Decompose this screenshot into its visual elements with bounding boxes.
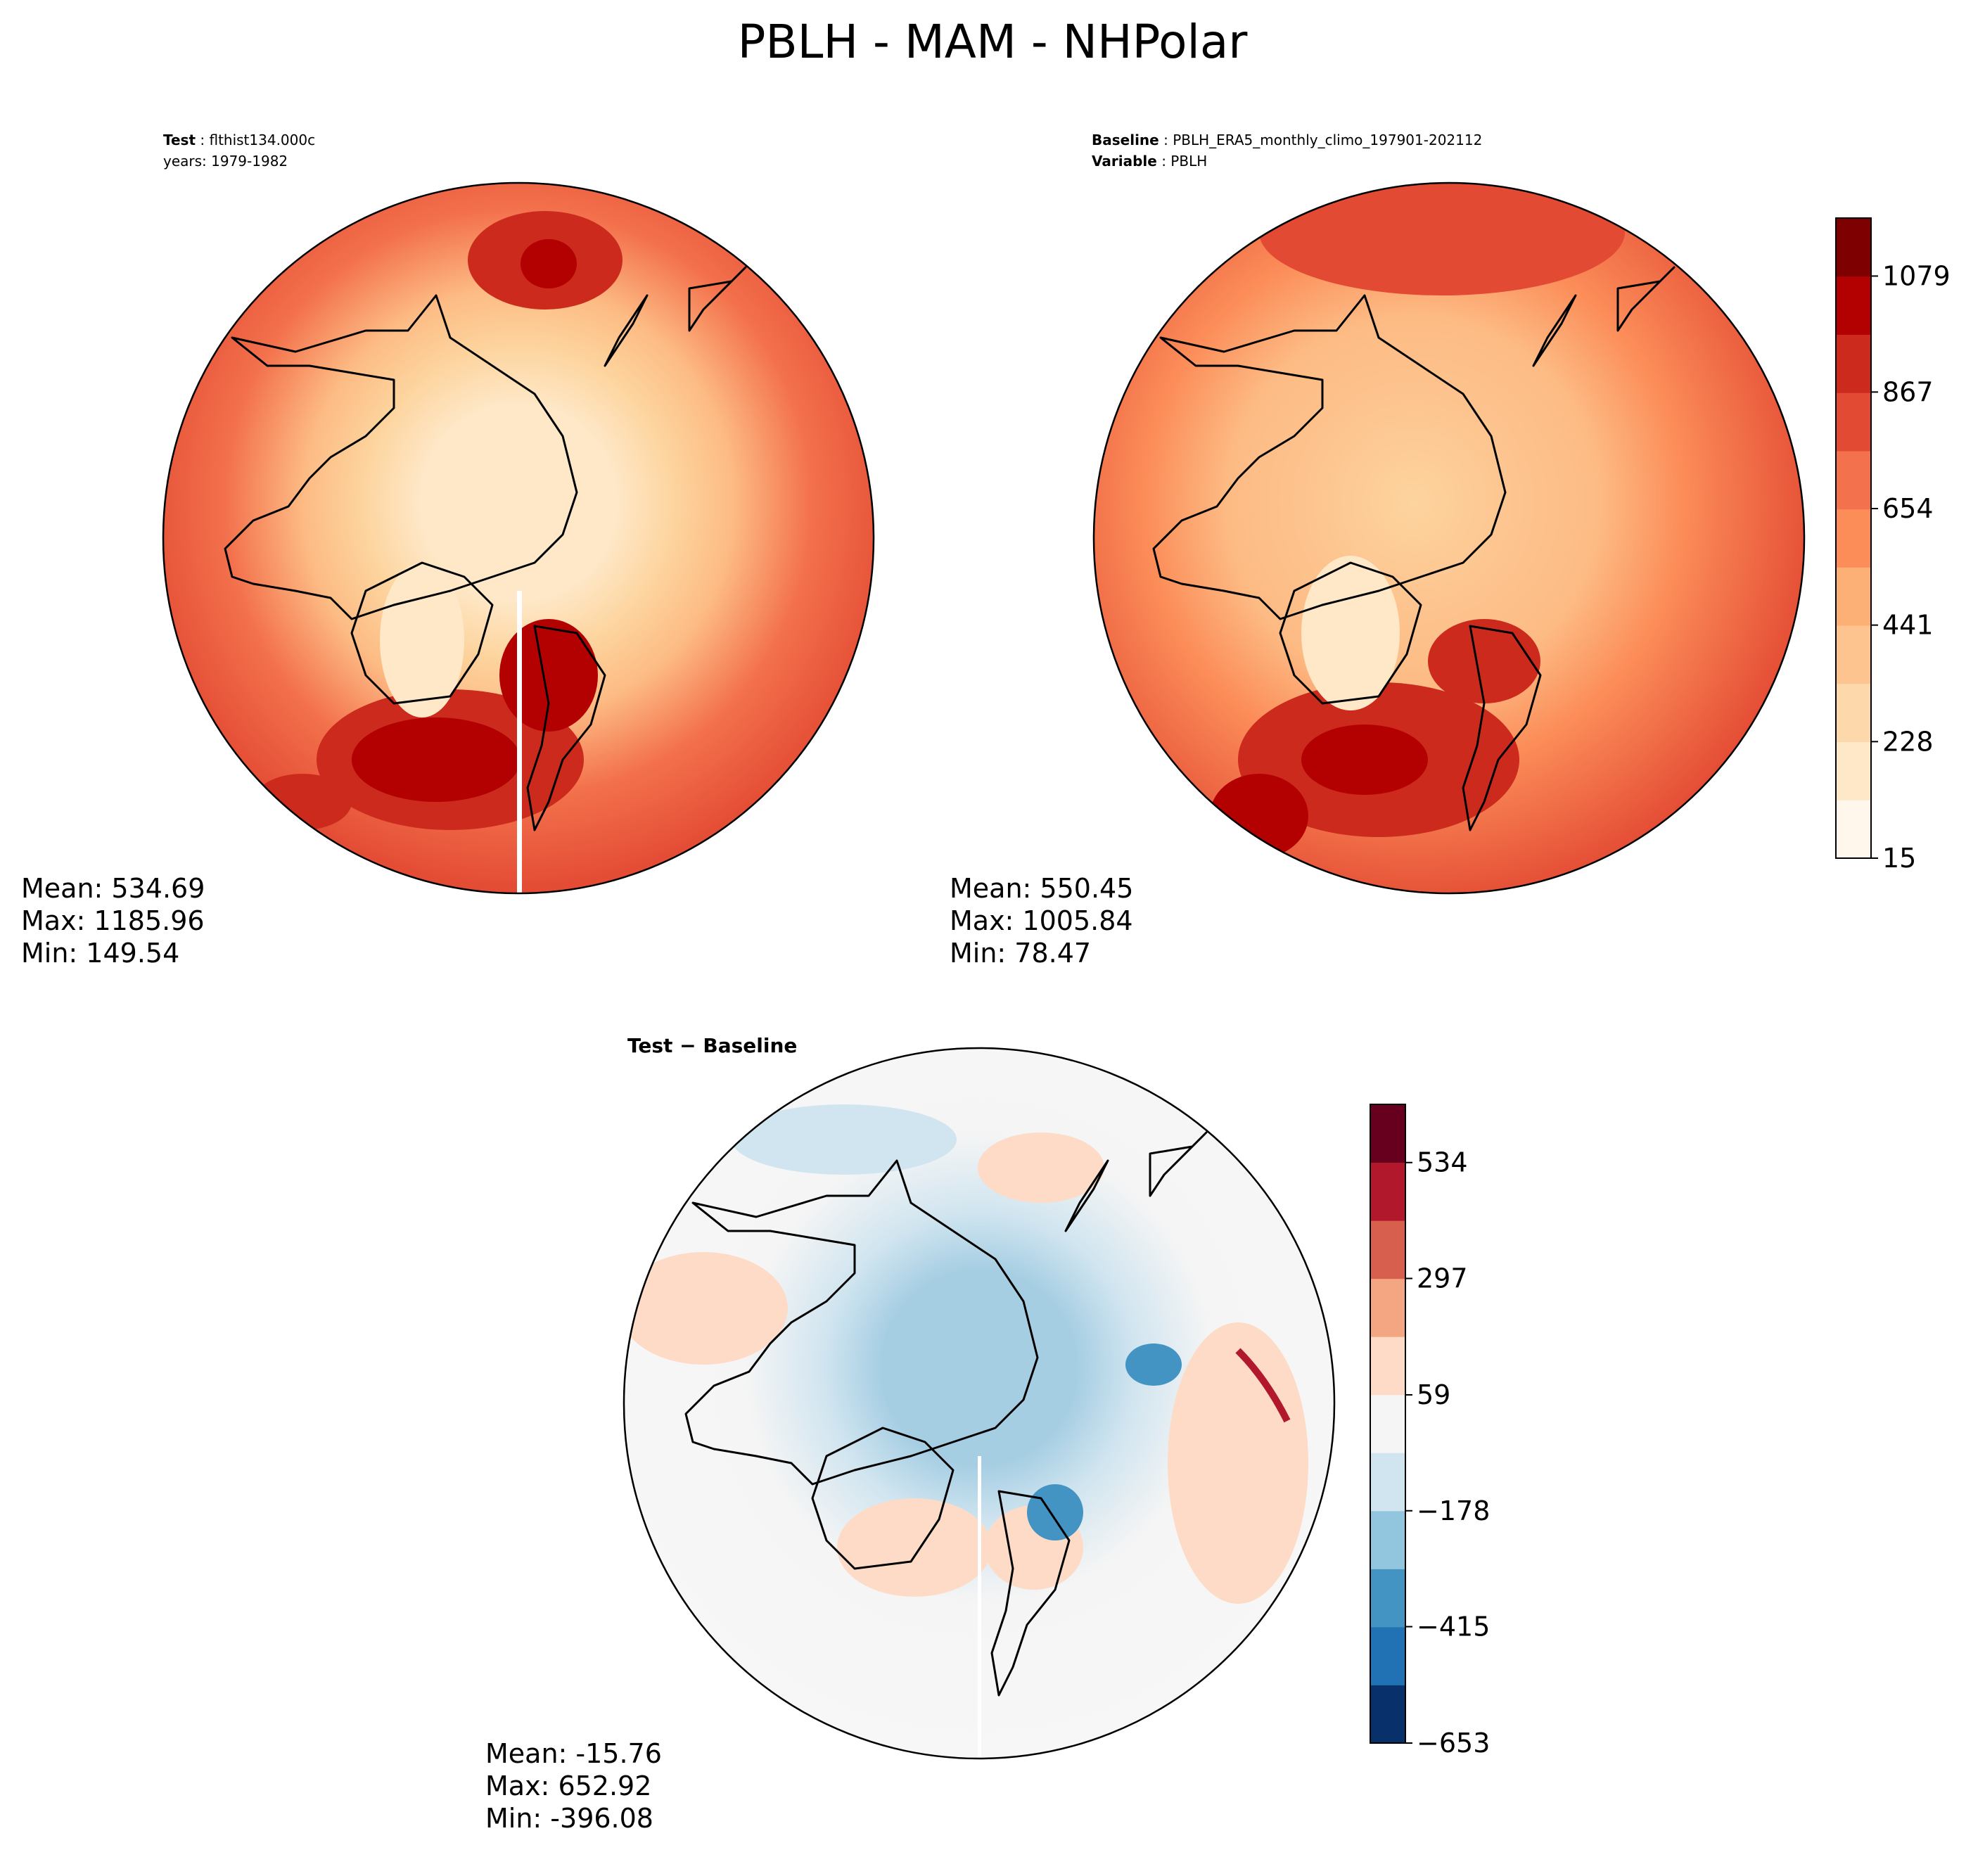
colorbar-pblh-segment xyxy=(1836,800,1871,859)
baseline-annotation-value2: PBLH xyxy=(1170,153,1207,170)
colorbar-difference-segment xyxy=(1370,1162,1405,1221)
colorbar-difference-tick-label: 534 xyxy=(1417,1147,1468,1178)
colorbar-difference-tick-label: 59 xyxy=(1417,1379,1450,1410)
test-stat-max: Max: 1185.96 xyxy=(21,905,205,936)
test-map-coastlines xyxy=(224,266,747,831)
panel-difference: Test − Baseline Mean: -15.76 Max: 652.92… xyxy=(485,1034,1490,1834)
colorbar-pblh-segment xyxy=(1836,276,1871,335)
baseline-stat-mean: Mean: 550.45 xyxy=(950,873,1133,904)
test-stat-mean: Mean: 534.69 xyxy=(21,873,205,904)
colorbar-pblh-tick-label: 441 xyxy=(1882,610,1934,641)
colorbar-difference-frame xyxy=(1370,1104,1406,1744)
baseline-map-hotspot-sw xyxy=(1210,774,1308,858)
baseline-map xyxy=(1094,183,1804,893)
difference-stat-min: Min: -396.08 xyxy=(485,1803,653,1834)
test-map-hotspot-atlantic-core xyxy=(352,717,521,802)
test-annotation-value: flthist134.000c xyxy=(209,132,315,148)
difference-map xyxy=(624,1048,1334,1759)
test-annotation-label: Test xyxy=(163,132,196,148)
baseline-map-coastlines xyxy=(1152,266,1676,831)
difference-map-red-atlantic xyxy=(837,1498,992,1597)
difference-map-blue-siberia xyxy=(1125,1344,1182,1386)
test-map-boundary xyxy=(162,181,875,895)
difference-map-coastlines xyxy=(684,1131,1208,1697)
baseline-annotation-label: Baseline xyxy=(1092,132,1159,148)
colorbar-difference-tick-label: 297 xyxy=(1417,1263,1468,1294)
colorbar-pblh-tick-label: 228 xyxy=(1882,726,1934,757)
colorbar-difference-segment xyxy=(1370,1569,1405,1628)
baseline-annotation-line1: Baseline : PBLH_ERA5_monthly_climo_19790… xyxy=(1092,132,1482,148)
difference-map-red-east xyxy=(1168,1322,1308,1604)
difference-map-blue-north xyxy=(732,1104,957,1175)
colorbar-difference-segment xyxy=(1370,1510,1405,1569)
colorbar-difference-segment xyxy=(1370,1453,1405,1512)
difference-map-boundary xyxy=(623,1047,1336,1760)
colorbar-difference-segment xyxy=(1370,1278,1405,1337)
baseline-map-boundary xyxy=(1092,181,1806,895)
colorbar-pblh-segment xyxy=(1836,625,1871,684)
test-annotation-line1: Test : flthist134.000c xyxy=(163,132,315,148)
difference-title: Test − Baseline xyxy=(627,1034,797,1057)
difference-map-blue-scandinavia xyxy=(1027,1484,1083,1540)
difference-map-red-streak xyxy=(1235,1348,1291,1423)
colorbar-difference-tick-label: −653 xyxy=(1417,1728,1490,1759)
difference-stat-max: Max: 652.92 xyxy=(485,1770,651,1801)
colorbar-pblh-tick-label: 1079 xyxy=(1882,260,1951,291)
baseline-annotation-line2: Variable : PBLH xyxy=(1092,153,1207,170)
test-annotation-line2: years: 1979-1982 xyxy=(163,153,288,170)
colorbar-pblh-frame xyxy=(1835,217,1872,859)
colorbar-pblh-tick-label: 15 xyxy=(1882,843,1916,874)
baseline-annotation-sep2: : xyxy=(1157,153,1170,170)
colorbar-difference-segment xyxy=(1370,1685,1405,1744)
difference-map-red-north xyxy=(978,1132,1104,1203)
baseline-stat-min: Min: 78.47 xyxy=(950,938,1091,969)
baseline-annotation-label2: Variable xyxy=(1092,153,1157,170)
difference-stat-mean: Mean: -15.76 xyxy=(485,1738,662,1769)
colorbar-pblh-segment xyxy=(1836,509,1871,568)
colorbar-pblh-segment xyxy=(1836,567,1871,626)
colorbar-difference-segment xyxy=(1370,1626,1405,1685)
baseline-stat-max: Max: 1005.84 xyxy=(950,905,1133,936)
colorbar-pblh-segment xyxy=(1836,334,1871,393)
panel-test: Test : flthist134.000c years: 1979-1982 … xyxy=(21,132,875,969)
test-map-hotspot-north-core xyxy=(521,239,577,288)
baseline-map-hotspot-north xyxy=(1259,183,1625,295)
difference-map-seam xyxy=(978,1456,981,1759)
colorbar-difference-segment xyxy=(1370,1220,1405,1280)
difference-map-red-west xyxy=(624,1252,788,1365)
colorbar-difference-tick-label: −178 xyxy=(1417,1495,1490,1526)
colorbar-pblh-segment xyxy=(1836,741,1871,800)
test-map-hotspot-sw xyxy=(253,774,352,830)
baseline-map-greenland-low xyxy=(1301,556,1400,710)
test-annotation-sep: : xyxy=(196,132,209,148)
baseline-annotation-value: PBLH_ERA5_monthly_climo_197901-202112 xyxy=(1173,132,1482,148)
figure-title: PBLH - MAM - NHPolar xyxy=(738,15,1249,69)
colorbar-pblh-segment xyxy=(1836,683,1871,743)
test-map-field xyxy=(163,183,874,893)
difference-map-field xyxy=(624,1048,1334,1759)
colorbar-pblh-tick-label: 654 xyxy=(1882,493,1934,524)
colorbar-difference-segment xyxy=(1370,1104,1405,1163)
baseline-annotation-sep: : xyxy=(1159,132,1173,148)
colorbar-difference-segment xyxy=(1370,1394,1405,1453)
panel-baseline: Baseline : PBLH_ERA5_monthly_climo_19790… xyxy=(950,132,1951,969)
test-map-greenland-low xyxy=(380,563,464,717)
test-map-hotspot-norway xyxy=(499,619,598,732)
colorbar-pblh: 15 228 441 654 867 1079 xyxy=(1835,217,1951,874)
colorbar-pblh-segment xyxy=(1836,450,1871,510)
test-stat-min: Min: 149.54 xyxy=(21,938,179,969)
test-map-seam xyxy=(517,591,522,893)
colorbar-pblh-tick-label: 867 xyxy=(1882,376,1934,407)
colorbar-difference-tick-label: −415 xyxy=(1417,1612,1490,1642)
baseline-map-hotspot-norway xyxy=(1428,619,1540,703)
colorbar-difference-segment xyxy=(1370,1336,1405,1396)
colorbar-pblh-segment xyxy=(1836,393,1871,452)
colorbar-pblh-segment xyxy=(1836,218,1871,277)
colorbar-difference: −653 −415 −178 59 297 534 xyxy=(1370,1104,1490,1759)
baseline-map-hotspot-atlantic-core xyxy=(1301,725,1428,795)
